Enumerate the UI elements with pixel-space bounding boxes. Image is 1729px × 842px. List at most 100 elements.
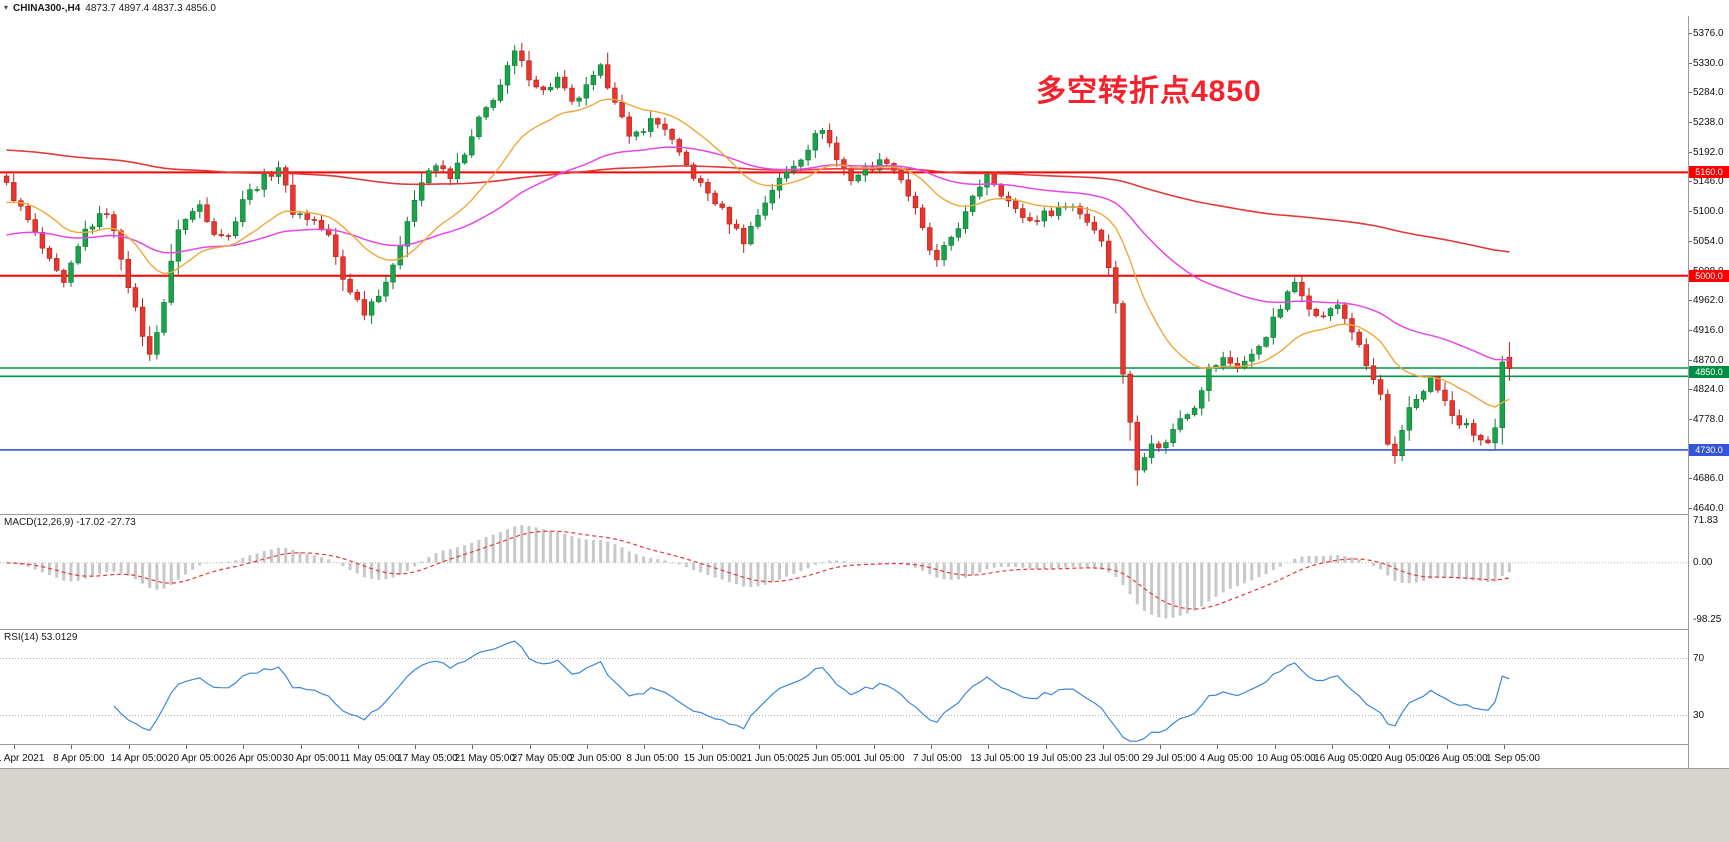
collapse-chevron-icon[interactable]: ▾ (4, 3, 9, 12)
price-chart-panel[interactable]: 多空转折点4850 (0, 16, 1688, 514)
time-axis[interactable]: 1 Apr 2021 8 Apr 05:00 14 Apr 05:00 20 Apr … (0, 744, 1688, 768)
time-axis-label: 23 Jul 05:00 (1084, 753, 1140, 764)
price-axis-tick (1689, 359, 1692, 361)
time-axis-tick (529, 745, 531, 749)
chart-info-bar: ▾ CHINA300-,H4 4873.7 4897.4 4837.3 4856… (0, 0, 1692, 16)
time-axis-label: 30 Apr 05:00 (282, 753, 340, 764)
time-axis-tick (14, 745, 15, 749)
time-axis-label: 19 Jul 05:00 (1027, 753, 1083, 764)
time-axis-label: 21 Jun 05:00 (741, 753, 799, 764)
price-axis-label: 5376.0 (1693, 28, 1724, 39)
time-axis-tick (1160, 745, 1162, 749)
time-axis-label: 17 May 05:00 (397, 753, 458, 764)
price-axis-tick (1689, 478, 1692, 480)
price-axis-tick (1689, 181, 1692, 183)
price-axis-tick (1689, 151, 1692, 153)
chart-annotation-text: 多空转折点4850 (1036, 75, 1262, 108)
time-axis-tick (988, 745, 990, 749)
time-axis-tick (1102, 745, 1104, 749)
price-line-tag: 5000.0 (1689, 269, 1729, 282)
macd-axis-label: 0.00 (1693, 556, 1713, 568)
time-axis-tick (415, 745, 417, 749)
rsi-plot[interactable] (0, 630, 1688, 744)
candlestick-chart[interactable] (0, 16, 1688, 514)
time-axis-label: 8 Apr 05:00 (53, 753, 105, 764)
price-axis-label: 4778.0 (1693, 413, 1724, 425)
price-axis-label: 4686.0 (1693, 473, 1724, 485)
time-axis-tick (185, 745, 187, 749)
time-axis-tick (1217, 745, 1219, 749)
time-axis-tick (930, 745, 932, 749)
time-axis-tick (587, 745, 589, 749)
price-axis-label: 4962.0 (1693, 295, 1724, 307)
price-axis-tick (1689, 62, 1692, 64)
time-axis-label: 14 Apr 05:00 (110, 753, 168, 764)
price-axis-tick (1689, 211, 1692, 213)
price-axis-tick (1689, 418, 1692, 420)
time-axis-label: 25 Jun 05:00 (798, 753, 857, 764)
price-axis-tick (1689, 92, 1692, 94)
time-axis-tick (816, 745, 818, 749)
time-axis-label: 26 Apr 05:00 (225, 753, 282, 764)
ohlc-values: 4873.7 4897.4 4837.3 4856.0 (85, 2, 216, 14)
price-axis-label: 5100.0 (1693, 206, 1724, 218)
macd-plot[interactable] (0, 515, 1688, 629)
time-axis-label: 4 Aug 05:00 (1199, 753, 1253, 764)
price-axis-tick (1689, 33, 1692, 34)
time-axis-tick (300, 745, 302, 749)
time-axis-label: 27 May 05:00 (511, 753, 573, 764)
symbol-timeframe-label: CHINA300-,H4 (13, 2, 81, 14)
time-axis-tick (472, 745, 474, 749)
time-axis-tick (701, 745, 703, 749)
price-axis-tick (1689, 122, 1692, 124)
time-axis-tick (873, 745, 875, 749)
price-axis-label: 5330.0 (1693, 57, 1724, 69)
price-line-tag: 4730.0 (1689, 443, 1729, 456)
time-axis-label: 7 Jul 05:00 (912, 753, 962, 764)
rsi-label: RSI(14) 53.0129 (4, 632, 78, 643)
time-axis-label: 26 Aug 05:00 (1428, 753, 1488, 764)
time-axis-label: 2 Jun 05:00 (569, 753, 622, 764)
window-bottom-strip (0, 768, 1729, 842)
time-axis-tick (128, 745, 130, 749)
time-axis-label: 20 Apr 05:00 (167, 753, 225, 764)
price-axis-tick (1689, 300, 1692, 302)
time-axis-label: 15 Jun 05:00 (683, 753, 742, 764)
time-axis-label: 1 Sep 05:00 (1486, 753, 1540, 764)
time-axis-tick (1504, 745, 1505, 749)
price-axis-tick (1689, 329, 1692, 331)
rsi-axis-label: 70 (1693, 652, 1705, 664)
time-axis-label: 29 Jul 05:00 (1142, 753, 1197, 764)
price-axis-tick (1689, 508, 1692, 509)
time-axis-label: 1 Apr 2021 (0, 753, 45, 764)
time-axis-tick (1389, 745, 1391, 749)
price-axis-label: 4916.0 (1693, 324, 1724, 336)
macd-label: MACD(12,26,9) -17.02 -27.73 (4, 517, 136, 528)
time-axis-tick (1332, 745, 1334, 749)
time-axis-label: 1 Jul 05:00 (855, 753, 905, 764)
price-axis-label: 4870.0 (1693, 354, 1724, 366)
price-axis-tick (1689, 389, 1692, 391)
time-axis-tick (71, 745, 73, 749)
price-axis-label: 5192.0 (1693, 146, 1724, 158)
rsi-panel[interactable]: RSI(14) 53.0129 (0, 629, 1688, 744)
price-line-tag: 5160.0 (1689, 166, 1729, 179)
price-line-tag: 4850.0 (1689, 366, 1729, 379)
time-axis-label: 8 Jun 05:00 (626, 753, 679, 764)
time-axis-label: 20 Aug 05:00 (1371, 753, 1431, 764)
time-axis-tick (1274, 745, 1276, 749)
macd-axis-label: 71.83 (1693, 515, 1719, 526)
price-axis-label: 5284.0 (1693, 87, 1724, 99)
time-axis-tick (1446, 745, 1448, 749)
time-axis-label: 11 May 05:00 (339, 753, 400, 764)
price-axis-label: 4824.0 (1693, 384, 1724, 396)
time-axis-label: 10 Aug 05:00 (1256, 753, 1316, 764)
macd-panel[interactable]: MACD(12,26,9) -17.02 -27.73 (0, 514, 1688, 629)
time-axis-tick (644, 745, 646, 749)
price-axis-label: 5238.0 (1693, 117, 1724, 129)
time-axis-tick (1045, 745, 1047, 749)
price-axis-label: 5146.0 (1693, 176, 1724, 188)
time-axis-label: 13 Jul 05:00 (970, 753, 1025, 764)
price-axis[interactable]: 5376.0 5330.0 5284.0 5238.0 5192.0 5146.0 5100… (1688, 16, 1729, 768)
